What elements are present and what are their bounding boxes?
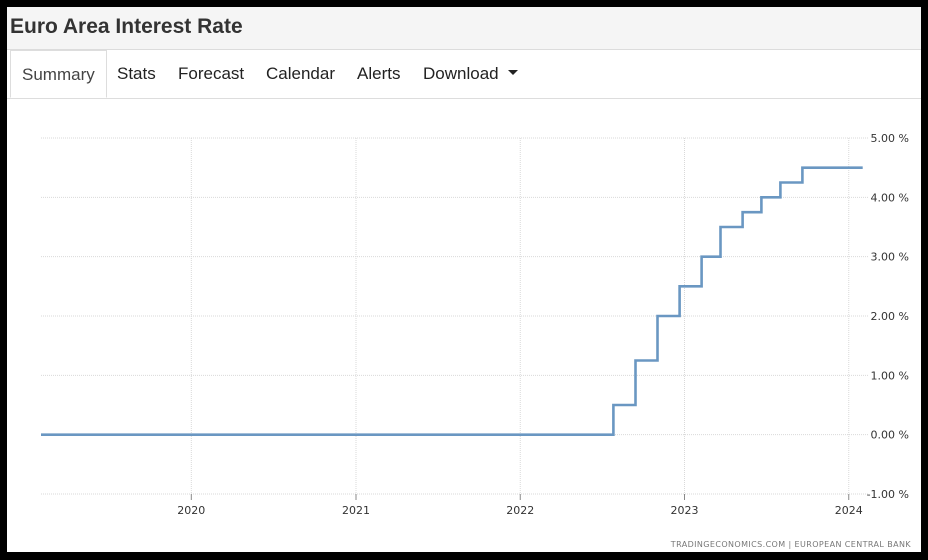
x-tick-label: 2024 — [835, 504, 863, 517]
tab-forecast[interactable]: Forecast — [178, 64, 245, 83]
tab-stats[interactable]: Stats — [117, 64, 156, 83]
y-tick-label: 1.00 % — [871, 369, 909, 382]
x-tick-label: 2022 — [506, 504, 534, 517]
series-line — [41, 166, 863, 436]
y-tick-label: 0.00 % — [871, 429, 909, 442]
y-tick-label: 2.00 % — [871, 310, 909, 323]
x-tick-label: 2023 — [671, 504, 699, 517]
horizontal-grid — [41, 137, 869, 495]
tab-summary[interactable]: Summary — [10, 50, 107, 98]
chart: -1.00 % 0.00 % 1.00 % 2.00 % 3.00 % 4.00 % 5.0… — [41, 132, 912, 549]
tab-download[interactable]: Download — [423, 50, 518, 98]
y-axis: -1.00 % 0.00 % 1.00 % 2.00 % 3.00 % 4.00 % 5.0… — [867, 132, 909, 501]
tab-calendar[interactable]: Calendar — [266, 64, 335, 83]
tab-bar: Summary Stats Forecast Calendar Alerts D… — [7, 50, 921, 99]
tab-alerts[interactable]: Alerts — [357, 64, 401, 83]
title-bar: Euro Area Interest Rate — [7, 7, 921, 50]
x-tick-label: 2020 — [177, 504, 205, 517]
y-tick-label: -1.00 % — [867, 488, 909, 501]
y-tick-label: 4.00 % — [871, 191, 909, 204]
y-tick-label: 3.00 % — [871, 251, 909, 264]
tab-download-label: Download — [423, 64, 499, 83]
source-credit: TRADINGECONOMICS.COM | EUROPEAN CENTRAL … — [670, 540, 912, 549]
y-tick-label: 5.00 % — [871, 132, 909, 145]
x-tick-label: 2021 — [342, 504, 370, 517]
page-title: Euro Area Interest Rate — [10, 15, 243, 38]
widget-frame: Euro Area Interest Rate Summary Stats Fo… — [7, 7, 921, 552]
series-group — [41, 166, 863, 436]
chevron-down-icon — [507, 70, 518, 76]
x-axis: 2020 2021 2022 2023 2024 — [177, 494, 863, 517]
